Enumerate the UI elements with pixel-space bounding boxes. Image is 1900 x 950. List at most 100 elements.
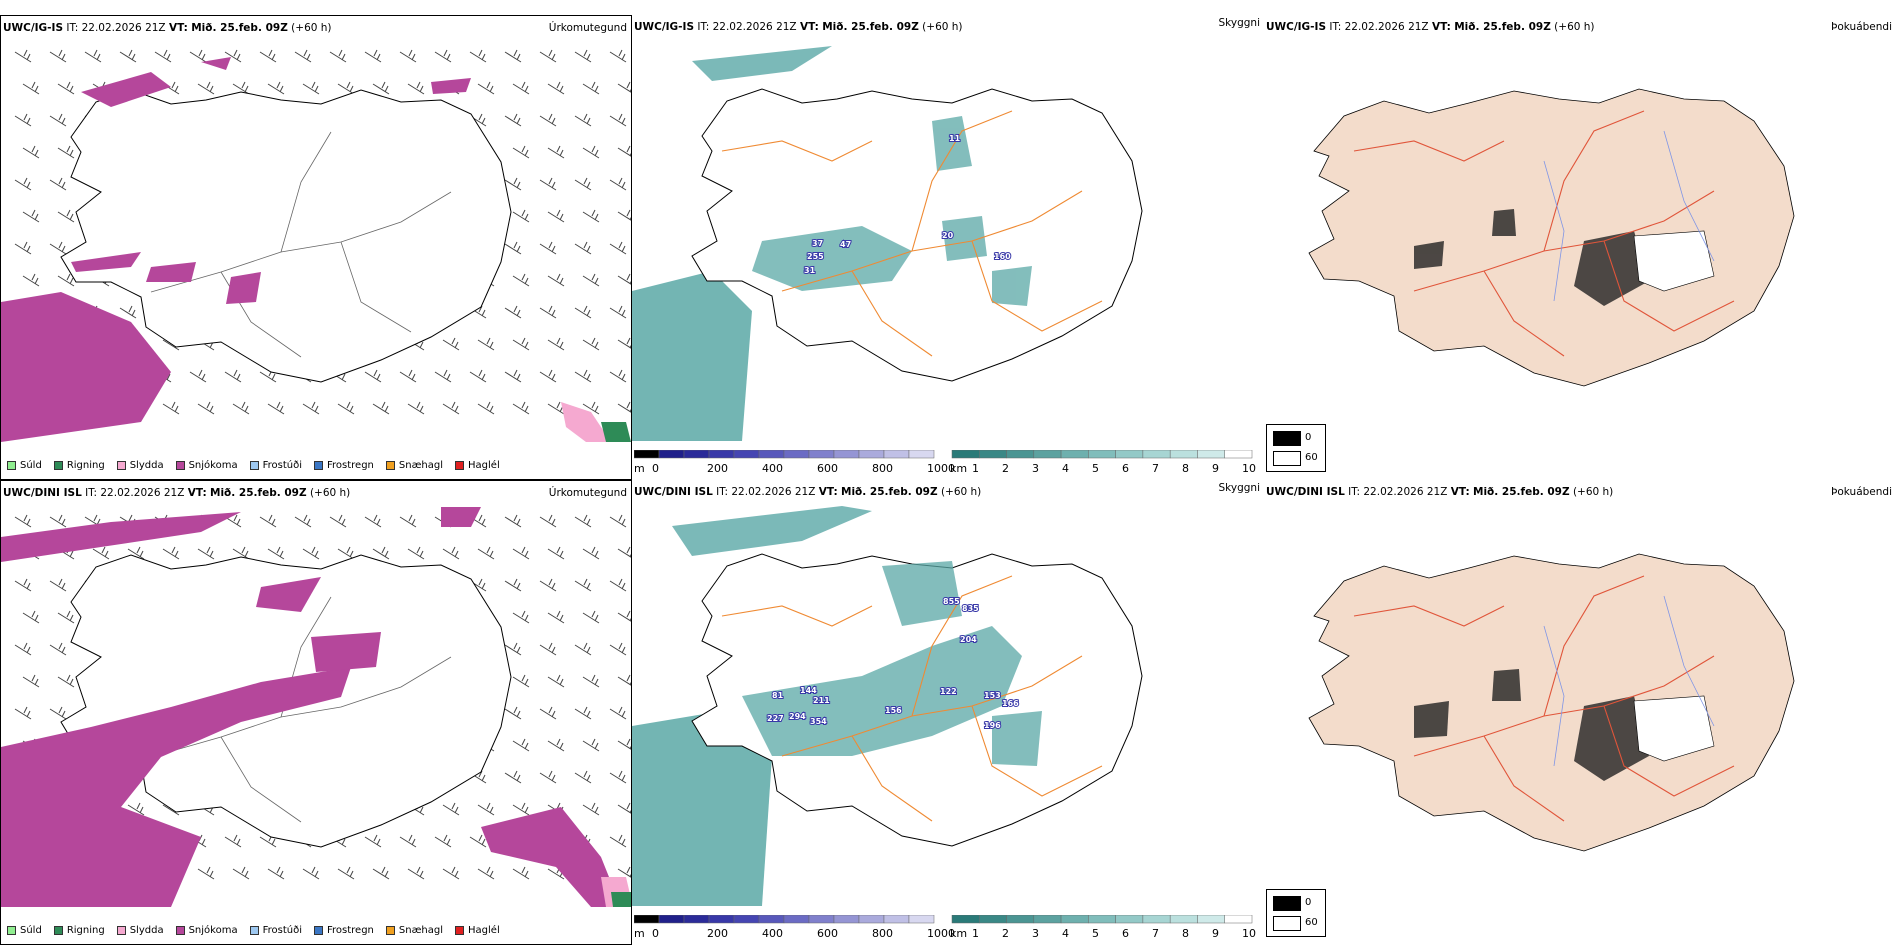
wind-barb — [547, 145, 565, 159]
wind-barb — [617, 273, 631, 285]
wind-barb — [504, 578, 522, 592]
wind-barb — [582, 401, 600, 415]
wind-barb — [574, 770, 592, 784]
wind-barb — [434, 49, 452, 63]
wind-barb — [127, 546, 145, 560]
wind-barb — [609, 514, 627, 528]
wind-barb — [582, 546, 600, 560]
wind-barb — [547, 337, 565, 351]
teal-land-patches — [752, 116, 1032, 306]
wind-barb — [617, 738, 631, 750]
wind-barb — [442, 546, 460, 560]
fog-key: 0 60 — [1266, 889, 1326, 937]
wind-barb — [504, 514, 522, 528]
wind-barb — [477, 81, 495, 95]
vis-value-label: 204 — [960, 635, 977, 644]
km-scale-tick: 3 — [1032, 927, 1039, 940]
wind-barb — [609, 113, 627, 127]
wind-barb — [189, 369, 207, 383]
legend-swatch — [116, 926, 126, 935]
wind-barb — [364, 49, 382, 63]
wind-barb — [617, 802, 631, 814]
visibility-panel-bottom: UWC/DINI ISL IT: 22.02.2026 21Z VT: Mið.… — [632, 480, 1264, 945]
wind-barb — [49, 514, 67, 528]
legend-item: Haglél — [455, 925, 500, 936]
km-scale-tick: 4 — [1062, 462, 1069, 475]
wind-barb — [92, 546, 110, 560]
wind-barb — [477, 401, 495, 415]
wind-barb — [49, 642, 67, 656]
precip-legend: Súld Rigning Slydda Snjókoma Frostúði Frostre… — [7, 460, 500, 471]
km-scale-swatch — [1224, 915, 1253, 924]
panel-name: Skyggni — [1218, 482, 1261, 494]
km-scale-tick: 8 — [1182, 927, 1189, 940]
km-scale-unit: km — [950, 927, 967, 940]
wind-barb — [267, 866, 285, 880]
wind-barb — [14, 706, 32, 720]
wind-barb — [539, 113, 557, 127]
km-scale-swatch — [1060, 915, 1089, 924]
km-scale-swatch — [951, 915, 980, 924]
m-scale-swatch — [783, 450, 810, 459]
wind-barb — [162, 401, 180, 415]
wind-barb — [582, 610, 600, 624]
wind-barb — [504, 177, 522, 191]
legend-swatch — [249, 461, 259, 470]
wind-barb — [617, 546, 631, 558]
colorbars: m 0 200 400 600 800 1000 km 1 2 3 4 5 6 7 8 9 10 — [634, 915, 1256, 940]
wind-barb — [547, 674, 565, 688]
legend-item: Rigning — [53, 460, 105, 471]
km-scale-swatch — [1088, 915, 1116, 924]
wind-barb — [539, 770, 557, 784]
legend-label: Snjókoma — [188, 925, 238, 936]
legend-swatch — [53, 461, 63, 470]
wind-barb — [22, 209, 40, 223]
wind-barb — [267, 81, 285, 95]
wind-barb — [162, 546, 180, 560]
teal-sea-band — [632, 271, 752, 441]
wind-barb — [407, 546, 425, 560]
panel-name: Þokuábendi — [1831, 486, 1892, 498]
panel-name: Þokuábendi — [1831, 21, 1892, 33]
legend-label: Frostúði — [262, 925, 302, 936]
roads — [721, 110, 1103, 357]
wind-barb — [477, 802, 495, 816]
teal-north — [672, 506, 872, 556]
iceland-land — [1308, 88, 1795, 387]
legend-item: Frostregn — [314, 925, 374, 936]
wind-barb — [14, 113, 32, 127]
m-scale-swatch — [858, 450, 885, 459]
wind-barb — [539, 514, 557, 528]
wind-barb — [582, 209, 600, 223]
precip-map — [1, 507, 631, 907]
wind-barb — [609, 642, 627, 656]
legend-swatch — [175, 926, 185, 935]
wind-barb — [539, 241, 557, 255]
red-roads — [1353, 110, 1735, 357]
wind-barb — [609, 706, 627, 720]
m-scale-swatch — [733, 450, 760, 459]
m-scale-unit: m — [634, 927, 645, 940]
wind-barb — [609, 369, 627, 383]
wind-barb — [547, 546, 565, 560]
wind-barb — [372, 866, 390, 880]
wind-barb — [49, 578, 67, 592]
wind-barb — [407, 866, 425, 880]
m-scale-tick: 600 — [817, 462, 838, 475]
wind-barb — [259, 49, 277, 63]
km-scale-swatch — [1060, 450, 1089, 459]
panel-header: UWC/DINI ISL IT: 22.02.2026 21Z VT: Mið.… — [634, 486, 982, 498]
fog-key-low-swatch — [1273, 916, 1301, 931]
km-scale-swatch — [1197, 915, 1225, 924]
vis-value-label: 37 — [812, 239, 823, 248]
m-scale-tick: 800 — [872, 462, 893, 475]
wind-barb — [609, 834, 627, 848]
wind-barb — [574, 49, 592, 63]
vis-value-label: 160 — [994, 252, 1011, 261]
panel-name: Úrkomutegund — [548, 487, 627, 499]
wind-barb — [512, 145, 530, 159]
m-scale-swatch — [808, 450, 835, 459]
wind-barb — [512, 337, 530, 351]
